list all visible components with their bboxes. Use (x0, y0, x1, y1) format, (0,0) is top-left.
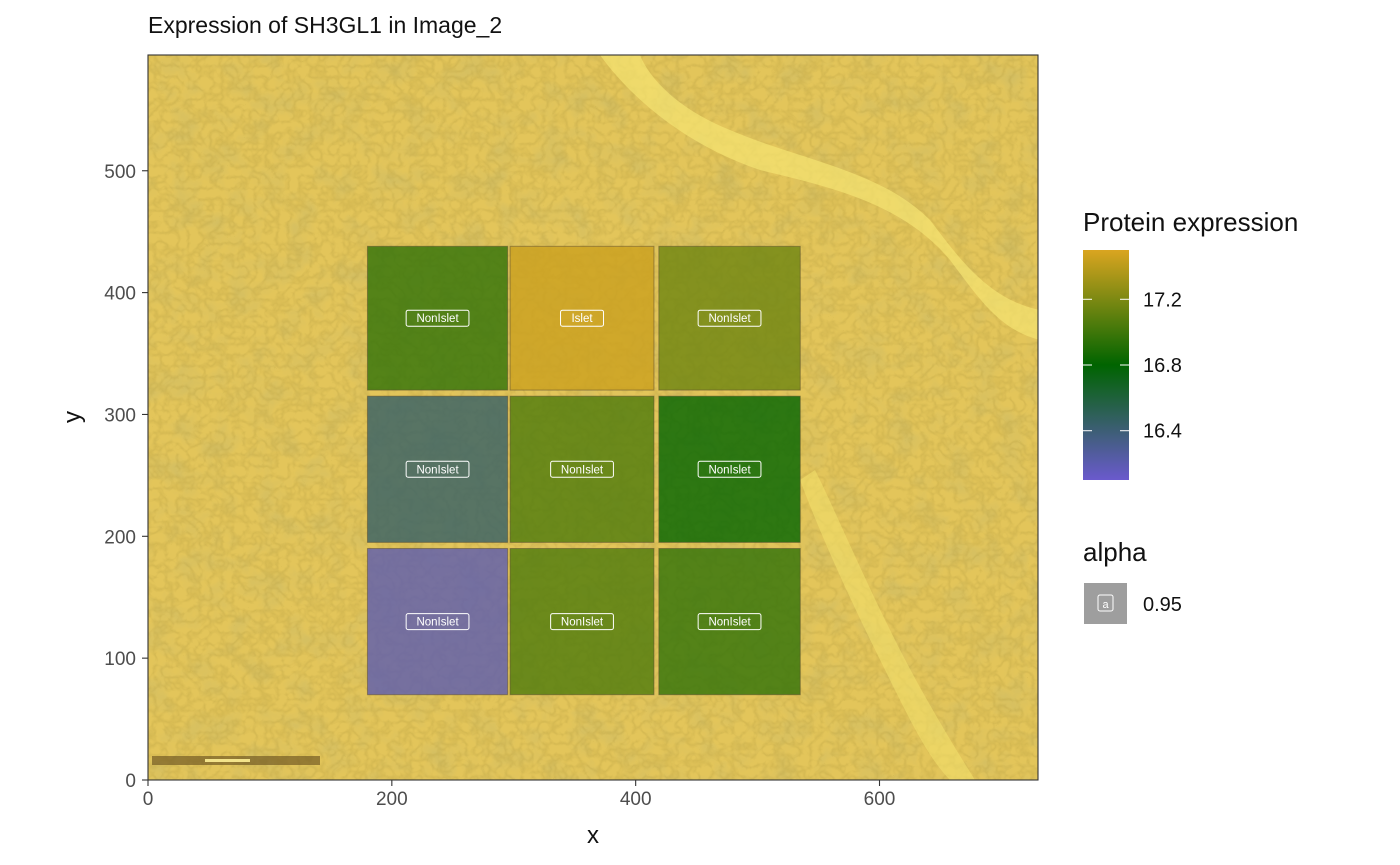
region-label-box (405, 613, 470, 631)
y-axis: 0 100 200 300 400 500 (104, 162, 148, 792)
region-label: NonIslet (416, 313, 459, 325)
region-label-box (405, 309, 470, 327)
region-label-box (405, 460, 470, 478)
region-label-box (550, 460, 614, 478)
x-axis-label: x (587, 822, 599, 849)
region-label: NonIslet (708, 617, 751, 629)
region-tile (658, 245, 801, 391)
region-tile (658, 547, 801, 696)
y-tick-label: 400 (104, 284, 136, 305)
y-tick-label: 0 (125, 771, 136, 792)
region-tile (509, 245, 655, 391)
region-label: NonIslet (708, 313, 751, 325)
region-tile (366, 245, 509, 391)
region-tile (509, 547, 655, 696)
tissue-highlight-duct (600, 55, 1038, 340)
y-tick-label: 100 (104, 649, 136, 670)
region-label-box (550, 613, 614, 631)
legend-break-label: 16.8 (1143, 355, 1182, 377)
legend-alpha-glyph-box (1097, 594, 1114, 612)
region-label-box (697, 613, 762, 631)
region-tile (509, 395, 655, 543)
x-tick-label: 200 (376, 789, 408, 810)
y-tick-label: 500 (104, 162, 136, 183)
y-tick-label: 200 (104, 527, 136, 548)
region-label-box (697, 309, 762, 327)
region-label: Islet (571, 313, 593, 325)
legend: Protein expression 17.216.816.4 alpha a … (1083, 207, 1298, 624)
y-axis-label: y (59, 411, 86, 423)
region-label: NonIslet (561, 617, 604, 629)
legend-alpha-key (1084, 583, 1127, 624)
chart-title: Expression of SH3GL1 in Image_2 (148, 12, 502, 38)
tissue-highlight-vessel (800, 470, 975, 780)
y-tick-label: 300 (104, 405, 136, 426)
panel-border (147, 54, 1039, 781)
region-tile (366, 547, 509, 696)
x-tick-label: 400 (620, 789, 652, 810)
legend-alpha-glyph: a (1102, 599, 1109, 611)
legend-color-title: Protein expression (1083, 207, 1298, 237)
legend-alpha-title: alpha (1083, 537, 1147, 567)
plot-panel: NonIslet Islet NonIslet NonIslet NonIslet Non… (148, 55, 1038, 780)
region-tile (366, 395, 509, 543)
legend-color-breaks: 17.2 16.8 16.4 (1083, 289, 1182, 443)
legend-break-label: 17.2 (1143, 289, 1182, 311)
region-label: NonIslet (416, 464, 459, 476)
expression-regions: NonIslet Islet NonIslet NonIslet NonIslet Non… (366, 245, 801, 696)
legend-break-label: 16.4 (1143, 421, 1182, 443)
legend-alpha-value: 0.95 (1143, 594, 1182, 616)
region-label-box (560, 309, 605, 327)
region-label: NonIslet (561, 464, 604, 476)
region-label: NonIslet (416, 617, 459, 629)
x-axis: 0 200 400 600 (143, 780, 896, 810)
region-tile (658, 395, 801, 543)
scale-bar (152, 756, 320, 765)
region-label: NonIslet (708, 464, 751, 476)
x-tick-label: 0 (143, 789, 154, 810)
region-label-box (697, 460, 762, 478)
x-tick-label: 600 (864, 789, 896, 810)
